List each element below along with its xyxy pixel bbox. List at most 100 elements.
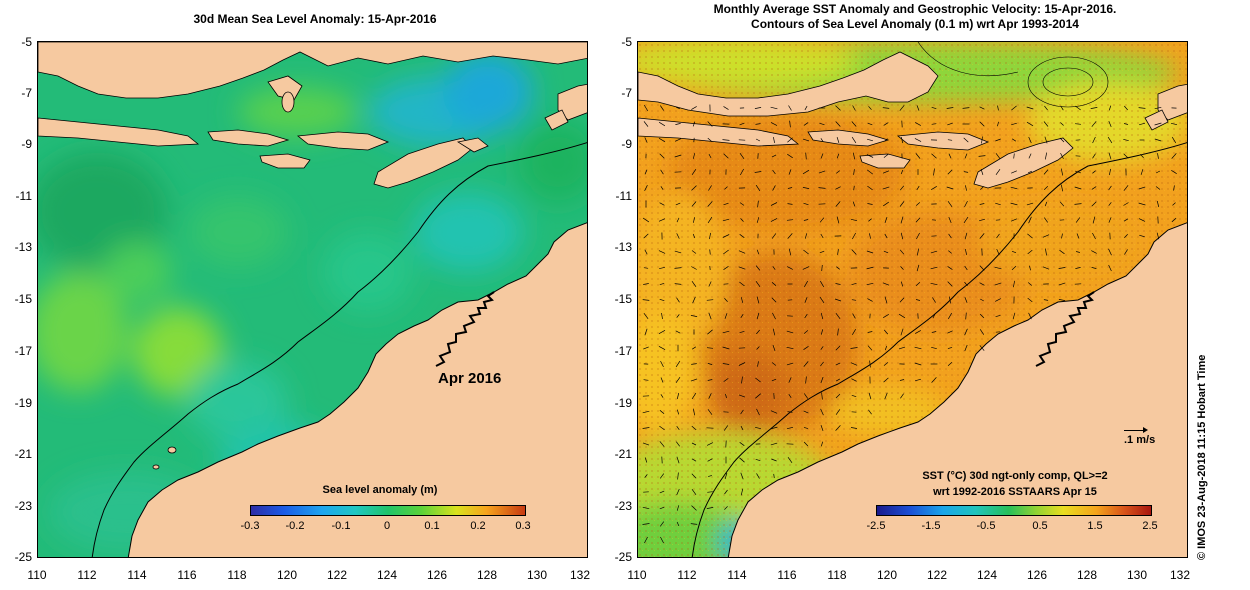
velocity-arrow bbox=[803, 393, 809, 399]
velocity-arrow bbox=[658, 329, 666, 335]
velocity-arrow bbox=[915, 202, 921, 206]
velocity-arrow bbox=[1092, 170, 1096, 174]
velocity-arrow bbox=[786, 362, 794, 366]
velocity-arrow bbox=[884, 345, 888, 351]
velocity-arrow bbox=[979, 345, 985, 351]
left-x-tick: 110 bbox=[27, 568, 47, 582]
velocity-arrow bbox=[643, 379, 649, 381]
velocity-arrow bbox=[1076, 233, 1080, 239]
velocity-arrow bbox=[659, 521, 665, 527]
velocity-arrow bbox=[931, 186, 937, 190]
velocity-arrow bbox=[916, 232, 920, 240]
velocity-arrow bbox=[642, 299, 650, 301]
velocity-arrow bbox=[803, 330, 809, 334]
velocity-arrow bbox=[882, 282, 890, 286]
velocity-arrow bbox=[979, 313, 985, 319]
velocity-arrow bbox=[755, 138, 761, 142]
velocity-arrow bbox=[884, 138, 888, 142]
velocity-arrow bbox=[691, 185, 697, 191]
velocity-arrow bbox=[723, 266, 729, 270]
velocity-arrow bbox=[738, 394, 746, 398]
velocity-arrow bbox=[869, 233, 871, 239]
velocity-arrow bbox=[675, 106, 681, 110]
velocity-arrow bbox=[642, 427, 650, 429]
velocity-arrow bbox=[1138, 218, 1146, 222]
velocity-arrow bbox=[676, 456, 680, 464]
velocity-arrow bbox=[979, 233, 985, 239]
velocity-arrow bbox=[1155, 170, 1161, 174]
velocity-arrow bbox=[1123, 218, 1129, 222]
velocity-arrow bbox=[724, 298, 728, 302]
velocity-arrow bbox=[786, 346, 794, 350]
velocity-arrow bbox=[899, 249, 905, 255]
left-y-tick: -5 bbox=[21, 35, 32, 49]
velocity-arrow bbox=[738, 362, 746, 366]
velocity-arrow bbox=[1060, 122, 1064, 126]
velocity-arrow bbox=[771, 297, 777, 303]
velocity-arrow bbox=[691, 201, 697, 207]
velocity-arrow bbox=[964, 153, 968, 159]
velocity-arrow bbox=[883, 122, 889, 126]
velocity-arrow bbox=[642, 442, 650, 446]
velocity-arrow bbox=[676, 297, 680, 303]
velocity-arrow bbox=[788, 248, 792, 256]
velocity-arrow bbox=[770, 442, 778, 446]
velocity-arrow bbox=[1123, 202, 1129, 206]
velocity-arrow bbox=[852, 329, 856, 335]
velocity-arrow bbox=[883, 314, 889, 318]
velocity-arrow bbox=[739, 122, 745, 126]
velocity-arrow bbox=[674, 138, 682, 142]
velocity-arrow bbox=[660, 360, 664, 368]
velocity-arrow bbox=[723, 106, 729, 110]
velocity-arrow bbox=[1042, 266, 1050, 270]
velocity-arrow bbox=[995, 168, 1001, 176]
velocity-arrow bbox=[707, 121, 713, 127]
velocity-vectors bbox=[642, 104, 1178, 544]
velocity-arrow bbox=[787, 233, 793, 239]
velocity-arrow bbox=[1044, 105, 1048, 111]
velocity-arrow bbox=[755, 184, 761, 192]
velocity-arrow bbox=[915, 153, 921, 159]
right-x-tick: 112 bbox=[677, 568, 697, 582]
velocity-arrow bbox=[805, 376, 807, 384]
velocity-arrow bbox=[660, 536, 664, 544]
velocity-arrow bbox=[674, 250, 682, 254]
velocity-arrow bbox=[900, 232, 904, 240]
velocity-arrow bbox=[707, 363, 713, 365]
velocity-arrow bbox=[722, 363, 730, 365]
velocity-arrow bbox=[947, 330, 953, 334]
right-x-tick: 132 bbox=[1169, 568, 1191, 582]
left-y-tick: -25 bbox=[14, 550, 32, 564]
velocity-arrow bbox=[852, 152, 856, 160]
velocity-arrow bbox=[820, 408, 824, 416]
right-y-tick: -11 bbox=[615, 189, 632, 203]
right-y-tick: -15 bbox=[614, 292, 632, 306]
velocity-arrow bbox=[660, 105, 664, 111]
velocity-arrow bbox=[947, 266, 953, 270]
sea-level-anomaly-map bbox=[37, 41, 588, 558]
velocity-arrow bbox=[643, 233, 649, 239]
velocity-arrow bbox=[770, 218, 778, 222]
velocity-arrow bbox=[851, 299, 857, 301]
velocity-arrow bbox=[964, 344, 968, 352]
velocity-arrow bbox=[931, 331, 937, 333]
velocity-arrow bbox=[1140, 169, 1144, 175]
velocity-arrow bbox=[1060, 152, 1064, 160]
velocity-arrow bbox=[739, 152, 745, 160]
velocity-arrow bbox=[773, 473, 775, 479]
velocity-arrow bbox=[866, 250, 874, 254]
right-cbar-tick: -1.5 bbox=[921, 520, 941, 532]
velocity-arrow bbox=[900, 328, 904, 336]
velocity-arrow bbox=[771, 458, 777, 462]
velocity-arrow bbox=[771, 233, 777, 239]
velocity-arrow bbox=[853, 169, 855, 175]
velocity-arrow bbox=[995, 138, 1001, 142]
left-x-tick: 130 bbox=[526, 568, 548, 582]
velocity-arrow bbox=[1124, 234, 1128, 238]
velocity-arrow bbox=[1171, 170, 1177, 174]
velocity-arrow bbox=[786, 219, 794, 221]
velocity-arrow bbox=[707, 216, 713, 224]
velocity-arrow bbox=[1028, 216, 1032, 224]
velocity-arrow bbox=[708, 312, 712, 320]
right-colorbar-label-2: wrt 1992-2016 SSTAARS Apr 15 bbox=[933, 486, 1097, 498]
